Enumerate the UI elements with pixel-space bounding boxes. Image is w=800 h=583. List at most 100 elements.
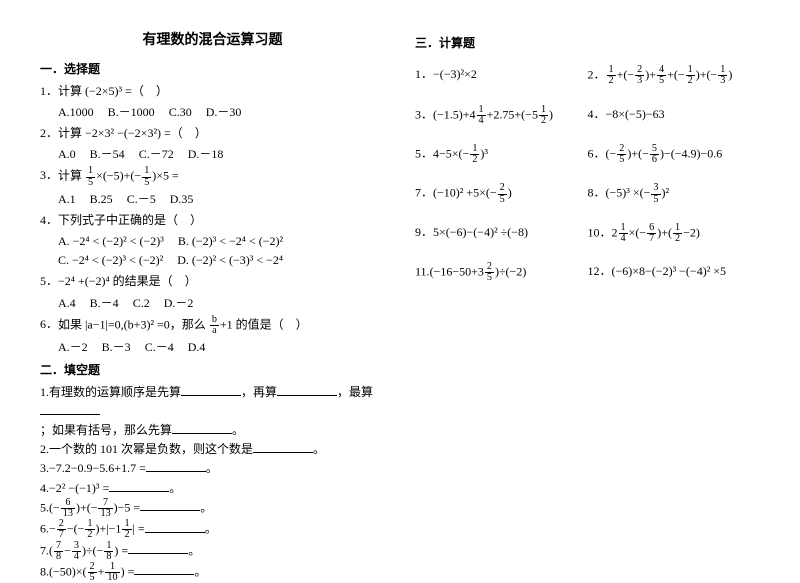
frac-2-5d: 25 [485,262,494,283]
c10: 10．214×(−67)+(12−2) [588,223,761,244]
c4a: −8×(−5)−63 [606,107,665,121]
q3: 3．计算 15×(−5)+(−15)×5 = [40,166,385,187]
f5b: )+(− [76,500,98,514]
section2-heading: 二．填空题 [40,361,385,380]
frac-1-4: 14 [477,105,486,126]
frac-7-13: 713 [98,498,112,519]
c11a: (−16−50+3 [430,265,484,279]
q4-d: D. (−2)² < (−3)³ < −2⁴ [177,253,283,267]
frac-1-5: 15 [86,166,95,187]
q3-b: B.25 [90,192,113,206]
frac-1-2b: 12 [122,519,131,540]
f1: 1.有理数的运算顺序是先算，再算，最算；如果有括号，那么先算。 [40,383,385,441]
c7b: ) [508,186,512,200]
blank [253,441,313,453]
calc-row-3: 3．(−1.5)+414+2.75+(−512) 4．−8×(−5)−63 [415,105,760,126]
calc-row-7: 7．(−10)² +5×(−25) 8．(−5)³ ×(−35)² [415,183,760,204]
q4-c: C. −2⁴ < (−2)³ < (−2)² [58,253,163,267]
calc-row-5: 5．4−5×(−12)³ 6．(−25)+(−56)−(−4.9)−0.6 [415,144,760,165]
c2d: +(− [667,68,685,82]
q6-t2: +1 的值是（ ） [220,317,308,331]
c3: 3．(−1.5)+414+2.75+(−512) [415,105,588,126]
left-column: 有理数的混合运算习题 一．选择题 1．计算 (−2×5)³ =（ ） A.100… [40,30,385,583]
frac-1-3: 13 [718,65,727,86]
f2: 2.一个数的 101 次幂是负数，则这个数是。 [40,440,385,459]
blank [146,461,206,473]
q5-a: A.4 [58,296,76,310]
f7a: ( [49,543,53,557]
c11: 11.(−16−50+325)÷(−2) [415,262,588,283]
q3-c: C.－5 [127,192,156,206]
q5-num: 5． [40,272,58,291]
blank [172,422,232,434]
c8: 8．(−5)³ ×(−35)² [588,183,761,204]
q6-d: D.4 [188,340,206,354]
q1-num: 1． [40,82,58,101]
frac-1-4b: 14 [619,223,628,244]
f3: 3.−7.2−0.9−5.6+1.7 =。 [40,459,385,478]
q5-stem: −2⁴ +(−2)⁴ 的结果是（ ） [58,272,385,291]
c1: 1．−(−3)²×2 [415,65,588,86]
c9: 9．5×(−6)−(−4)² ÷(−8) [415,223,588,244]
q2-d: D.－18 [188,147,224,161]
section1-heading: 一．选择题 [40,60,385,79]
q6-stem: 如果 |a−1|=0,(b+3)² =0，那么 ba+1 的值是（ ） [58,315,385,336]
q3-a: A.1 [58,192,76,206]
q6-b: B.－3 [102,340,131,354]
f7b: − [64,543,71,557]
blank [128,542,188,554]
c11b: )÷(−2) [495,265,526,279]
f6c: )+|−1 [96,522,122,536]
frac-4-5: 45 [657,65,666,86]
q6: 6．如果 |a−1|=0,(b+3)² =0，那么 ba+1 的值是（ ） [40,315,385,336]
c10c: )+( [657,225,672,239]
c8a: (−5)³ ×(− [606,186,651,200]
q1-stem: 计算 (−2×5)³ =（ ） [58,82,385,101]
frac-3-5: 35 [651,183,660,204]
frac-2-5c: 25 [498,183,507,204]
frac-b-a: ba [210,315,219,336]
frac-6-7: 67 [647,223,656,244]
q5: 5．−2⁴ +(−2)⁴ 的结果是（ ） [40,272,385,291]
q1-a: A.1000 [58,105,94,119]
q1-b: B.－1000 [108,105,155,119]
q4-rowb: C. −2⁴ < (−2)³ < (−2)² D. (−2)² < (−3)³ <… [58,251,385,270]
q4-rowa: A. −2⁴ < (−2)² < (−2)³B. (−2)³ < −2⁴ < (… [58,232,385,251]
q2-stem: 计算 −2×3² −(−2×3²) =（ ） [58,124,385,143]
c2c: )+ [645,68,656,82]
q2: 2．计算 −2×3² −(−2×3²) =（ ） [40,124,385,143]
q1-d: D.－30 [206,105,242,119]
frac-2-7: 27 [57,519,66,540]
q2-b: B.－54 [90,147,125,161]
blank [140,499,200,511]
f6a: − [49,522,56,536]
q3-stem: 计算 15×(−5)+(−15)×5 = [58,166,385,187]
frac-1-2e: 12 [539,105,548,126]
f7c: )÷(− [82,543,103,557]
q1: 1．计算 (−2×5)³ =（ ） [40,82,385,101]
q6-a: A.－2 [58,340,88,354]
q4-stem: 下列式子中正确的是（ ） [58,211,385,230]
f1a: 有理数的运算顺序是先算 [49,385,181,399]
c3a: (−1.5)+4 [433,107,476,121]
f3t: −7.2−0.9−5.6+1.7 = [49,461,146,475]
q1-c: C.30 [169,105,192,119]
c2f: ) [728,68,732,82]
f1b: ，再算 [241,385,277,399]
frac-1-5b: 15 [142,166,151,187]
right-column: 三．计算题 1．−(−3)²×2 2．12+(−23)+45+(−12)+(−1… [415,30,760,583]
frac-1-2: 12 [85,519,94,540]
c6b: )+(− [627,146,649,160]
c2e: )+(− [696,68,718,82]
frac-1-2d: 12 [686,65,695,86]
q6-num: 6． [40,315,58,336]
worksheet-page: 有理数的混合运算习题 一．选择题 1．计算 (−2×5)³ =（ ） A.100… [40,30,760,583]
c10b: ×(− [629,225,647,239]
f6: 6.−27−(−12)+|−112| =。 [40,519,385,540]
f1d: ；如果有括号，那么先算 [40,423,172,437]
c2: 2．12+(−23)+45+(−12)+(−13) [588,65,761,86]
c12: 12．(−6)×8−(−2)³ −(−4)² ×5 [588,262,761,283]
c5a: 4−5×(− [433,146,469,160]
c5: 5．4−5×(−12)³ [415,144,588,165]
c12a: (−6)×8−(−2)³ −(−4)² ×5 [612,264,727,278]
